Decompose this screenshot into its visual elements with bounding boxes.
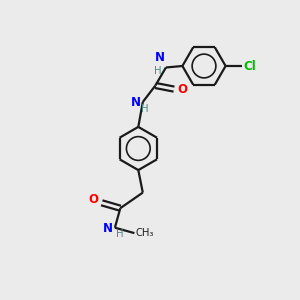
Text: CH₃: CH₃ — [136, 228, 154, 238]
Text: Cl: Cl — [244, 59, 256, 73]
Text: N: N — [130, 96, 140, 109]
Text: O: O — [89, 193, 99, 206]
Text: N: N — [154, 51, 164, 64]
Text: N: N — [103, 222, 112, 235]
Text: O: O — [177, 82, 187, 96]
Text: H: H — [116, 229, 123, 239]
Text: H: H — [154, 65, 161, 76]
Text: H: H — [141, 103, 148, 114]
